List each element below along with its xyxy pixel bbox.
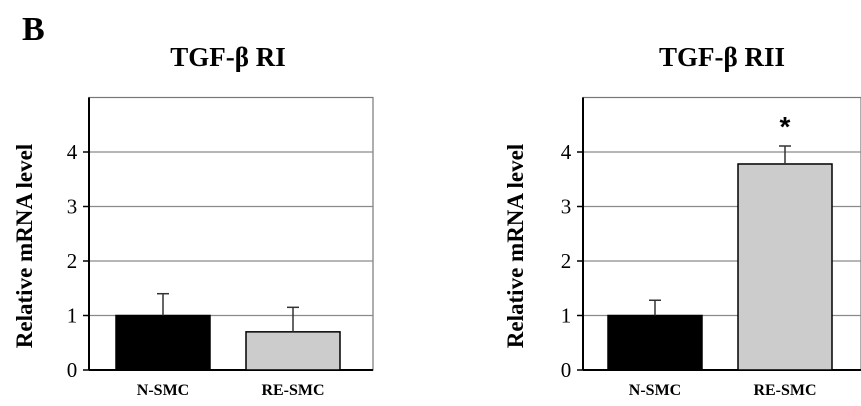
y-tick-label: 1 [67, 304, 78, 328]
chart-title: TGF-β RI [170, 42, 285, 72]
y-tick-label: 3 [561, 195, 572, 219]
y-tick-label: 3 [67, 195, 78, 219]
chart-tgfb-rii: TGF-β RII Relative mRNA level 0 1 2 3 4 N-SMC… [503, 42, 861, 399]
y-axis-label: Relative mRNA level [503, 144, 528, 348]
category-label: N-SMC [629, 382, 681, 399]
category-label: N-SMC [137, 382, 189, 399]
bar-re-smc [245, 331, 341, 371]
y-tick-label: 2 [561, 249, 572, 273]
y-tick-label: 4 [67, 140, 78, 164]
y-tick-label: 2 [67, 249, 78, 273]
y-tick-label: 1 [561, 304, 572, 328]
y-tick-label: 0 [561, 358, 572, 382]
y-tick-label: 0 [67, 358, 78, 382]
y-axis-label: Relative mRNA level [12, 144, 37, 348]
significance-marker: * [780, 111, 791, 142]
y-tick-label: 4 [561, 140, 572, 164]
panel-label: B [22, 11, 45, 48]
chart-title: TGF-β RII [659, 42, 785, 72]
bar-n-smc [115, 314, 211, 371]
category-label: RE-SMC [261, 382, 324, 399]
category-label: RE-SMC [753, 382, 816, 399]
chart-tgfb-ri: TGF-β RI Relative mRNA level 0 1 2 3 4 N-SMC R… [12, 42, 374, 399]
bar-re-smc [737, 163, 833, 371]
bar-n-smc [607, 314, 703, 371]
